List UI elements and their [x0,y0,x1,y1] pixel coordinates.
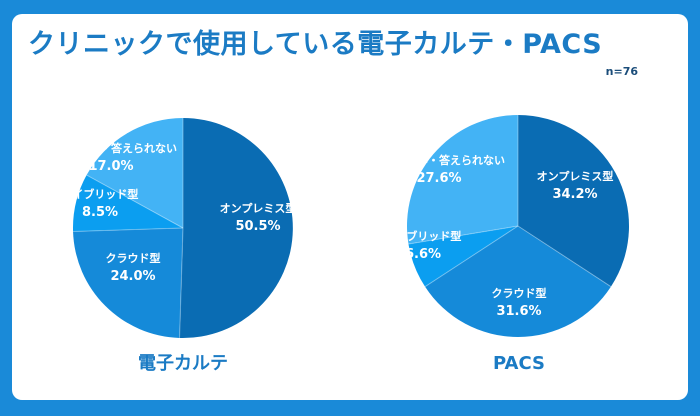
pie-slice [518,115,630,287]
slice-divider [517,225,612,288]
pie-slice [425,226,611,338]
slice-value-label: 31.6% [496,304,541,319]
slice-value-label: 34.2% [552,187,597,202]
pie-electronic-medical-record: オンプレミス型 50.5% クラウド型 24.0% ハイブリッド型 8.5% わからない・答… [45,118,296,338]
slice-divider [73,227,184,232]
slice-label: オンプレミス型 [537,169,614,183]
slice-value-label: 6.6% [405,247,441,262]
slice-label: わからない・答えられない [45,141,177,155]
pie-slice [72,175,183,232]
slice-divider [179,227,184,338]
slice-label: ハイブリッド型 [62,187,139,201]
slice-value-label: 8.5% [82,205,118,220]
slice-divider [424,225,519,288]
pie-caption-pacs: PACS [493,353,545,374]
pie-pacs: オンプレミス型 34.2% クラウド型 31.6% ハイブリッド型 6.6% わからない・答… [373,115,630,338]
pie-caption-emr: 電子カルテ [138,353,228,374]
slice-label: オンプレミス型 [220,201,297,215]
slice-label: わからない・答えられない [373,153,505,167]
slice-label: クラウド型 [492,286,547,300]
pie-slice [408,226,518,287]
slice-value-label: 17.0% [88,159,133,174]
chart-title: クリニックで使用している電子カルテ・PACS [28,29,603,60]
slice-value-label: 27.6% [416,171,461,186]
pie-slice [407,115,518,245]
pie-slice [179,118,293,338]
slice-divider [408,225,519,245]
slice-value-label: 50.5% [235,219,280,234]
slice-label: クラウド型 [106,251,161,265]
pie-slice [86,118,183,228]
pie-slice [73,228,183,338]
slice-value-label: 24.0% [110,269,155,284]
slice-label: ハイブリッド型 [385,229,462,243]
sample-size: n=76 [605,65,638,78]
slice-divider [86,174,184,229]
